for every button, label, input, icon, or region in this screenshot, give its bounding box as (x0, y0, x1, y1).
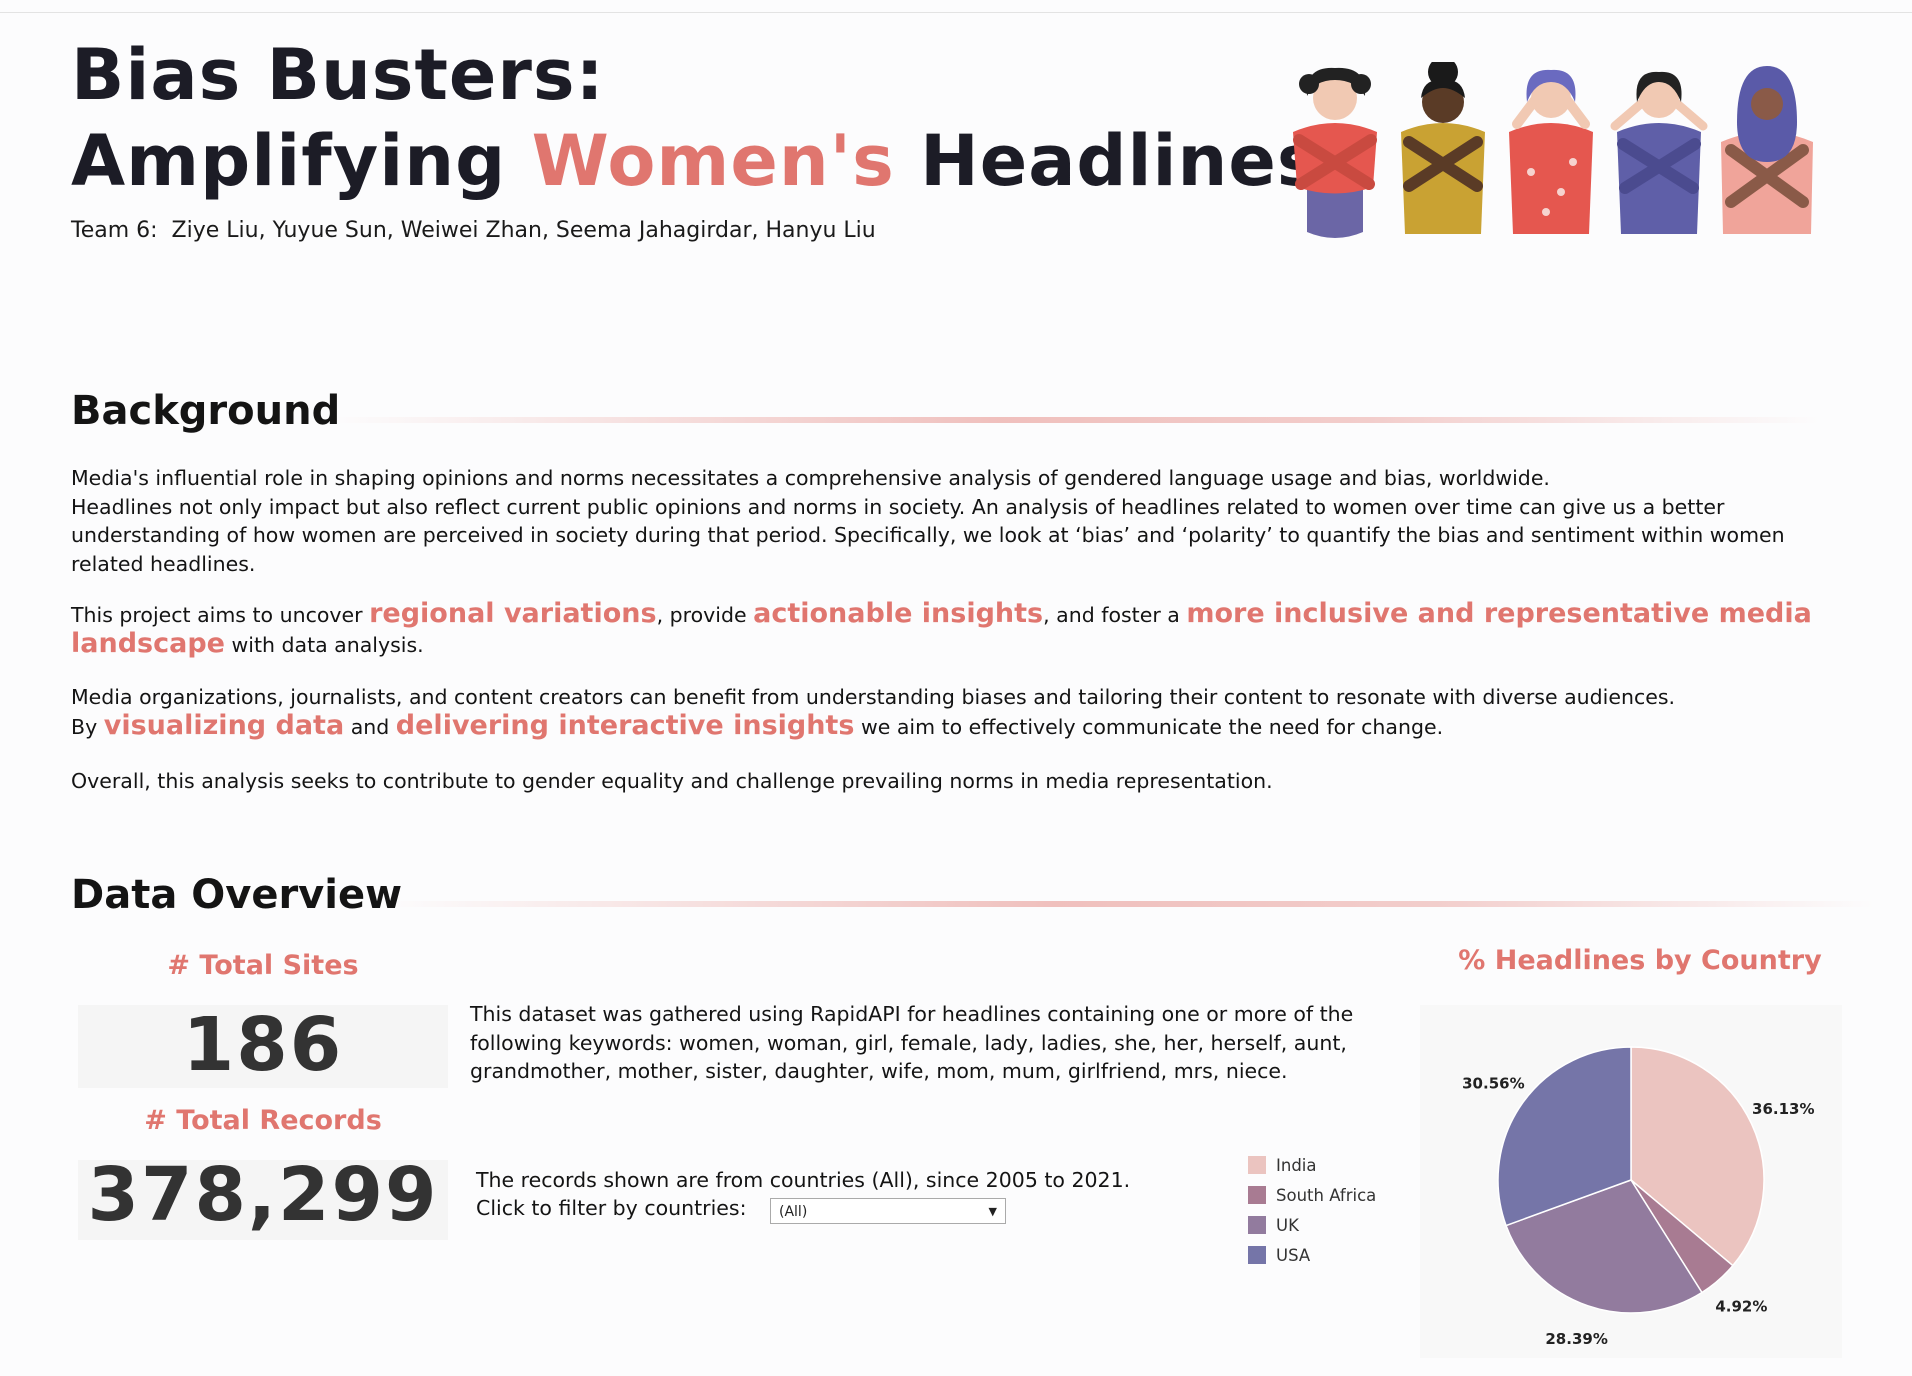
highlight-actionable-insights: actionable insights (753, 598, 1044, 629)
p1-rest: Headlines not only impact but also refle… (71, 494, 1785, 576)
title-accent-word: Women's (531, 120, 895, 202)
total-sites-label: # Total Sites (167, 950, 359, 981)
total-records-value: 378,299 (87, 1152, 439, 1238)
data-overview-divider (385, 901, 1875, 907)
country-filter-dropdown[interactable]: (All) ▼ (770, 1198, 1006, 1224)
pie-slice-india[interactable] (1630, 1046, 1765, 1267)
chart-legend: India South Africa UK USA (1248, 1150, 1376, 1270)
pie-slice-usa[interactable] (1497, 1046, 1632, 1227)
background-divider (330, 417, 1820, 423)
title-line-2-pre: Amplifying (71, 120, 532, 202)
legend-swatch (1248, 1156, 1266, 1174)
legend-item-usa[interactable]: USA (1248, 1240, 1376, 1270)
background-paragraph-4: Overall, this analysis seeks to contribu… (71, 769, 1273, 793)
p2-text-c: , and foster a (1043, 603, 1187, 627)
woman-figure-5 (1721, 66, 1813, 234)
records-info: The records shown are from countries (Al… (476, 1168, 1131, 1192)
p2-text-d: with data analysis. (224, 632, 424, 657)
highlight-interactive-insights: delivering interactive insights (395, 709, 855, 741)
p2-text-a: This project aims to uncover (71, 603, 370, 627)
total-sites-value: 186 (182, 1002, 344, 1088)
highlight-inclusive-landscape: more inclusive and representative media … (71, 598, 1812, 659)
legend-item-south-africa[interactable]: South Africa (1248, 1180, 1376, 1210)
highlight-visualizing-data: visualizing data (103, 709, 345, 741)
pie-slice-uk[interactable] (1505, 1179, 1703, 1314)
data-overview-heading: Data Overview (71, 872, 403, 918)
total-records-box (78, 1160, 448, 1240)
pie-label-south-africa: 4.92% (1715, 1298, 1767, 1316)
highlight-regional-variations: regional variations (369, 598, 657, 629)
legend-swatch (1248, 1186, 1266, 1204)
total-records-label: # Total Records (144, 1105, 382, 1136)
p3-text-c: we aim to effectively communicate the ne… (854, 714, 1444, 739)
pie-label-uk: 28.39% (1545, 1330, 1607, 1348)
filter-label: Click to filter by countries: (476, 1196, 747, 1220)
legend-swatch (1248, 1246, 1266, 1264)
women-illustration (1293, 62, 1813, 238)
legend-item-india[interactable]: India (1248, 1150, 1376, 1180)
title-line-1: Bias Busters: (71, 34, 605, 116)
chevron-down-icon: ▼ (988, 1205, 997, 1218)
background-paragraph-3: Media organizations, journalists, and co… (71, 683, 1831, 741)
legend-item-uk[interactable]: UK (1248, 1210, 1376, 1240)
p3-text-a: By (71, 714, 104, 739)
total-sites-box (78, 1005, 448, 1088)
pie-label-usa: 30.56% (1462, 1075, 1524, 1093)
country-filter-value: (All) (779, 1204, 808, 1220)
p3-text-b: and (344, 714, 396, 739)
woman-figure-4 (1610, 71, 1708, 234)
title-line-2-post: Headlines (894, 120, 1320, 202)
chart-title: % Headlines by Country (1458, 945, 1822, 976)
background-heading: Background (71, 388, 341, 434)
page-title: Bias Busters: Amplifying Women's Headlin… (71, 32, 1320, 204)
p1-line-1: Media's influential role in shaping opin… (71, 466, 1550, 490)
p3-line-1: Media organizations, journalists, and co… (71, 685, 1676, 709)
top-border (0, 12, 1912, 13)
background-paragraph-2: This project aims to uncover regional va… (71, 598, 1831, 659)
woman-figure-3 (1509, 69, 1593, 234)
pie-label-india: 36.13% (1752, 1100, 1814, 1118)
legend-swatch (1248, 1216, 1266, 1234)
p2-text-b: , provide (656, 603, 754, 627)
woman-figure-1 (1293, 67, 1377, 238)
background-paragraph-1: Media's influential role in shaping opin… (71, 464, 1831, 578)
team-members: Team 6: Ziye Liu, Yuyue Sun, Weiwei Zhan… (71, 218, 876, 243)
dataset-description: This dataset was gathered using RapidAPI… (470, 1002, 1354, 1083)
woman-figure-2 (1401, 62, 1485, 234)
headlines-pie-chart[interactable]: 36.13% 4.92% 28.39% 30.56% (1420, 1005, 1842, 1358)
